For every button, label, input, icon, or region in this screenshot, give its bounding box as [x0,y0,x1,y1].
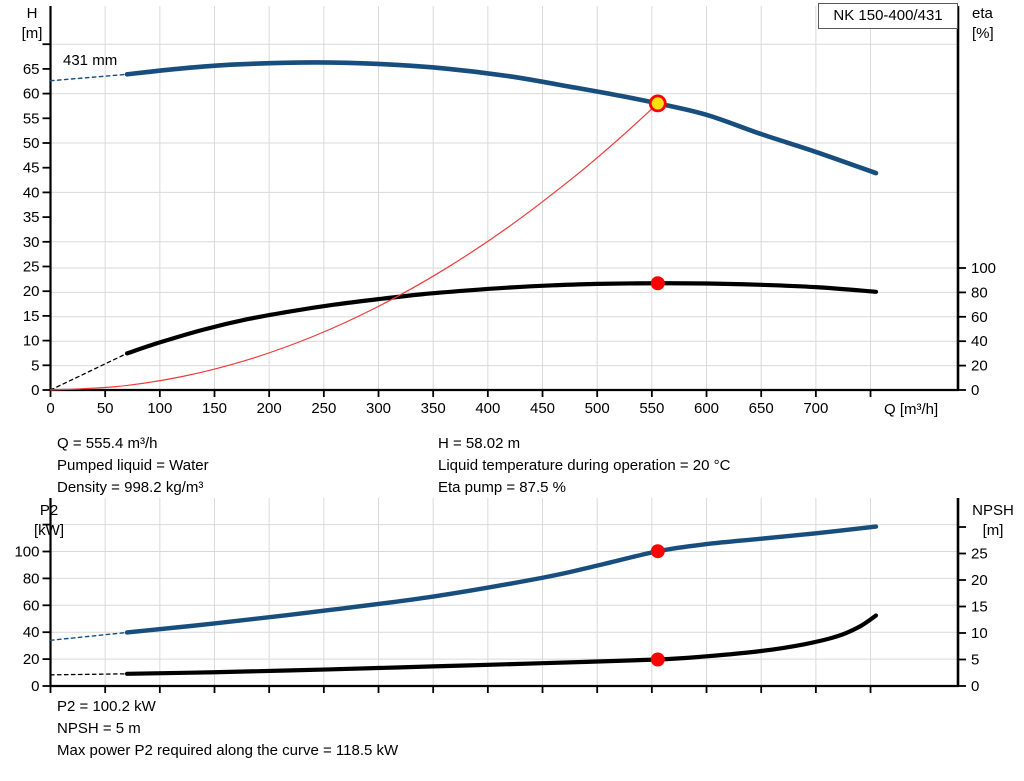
pump-type-box: NK 150-400/431 [818,3,958,29]
npsh-axis-label: NPSH [m] [972,502,1014,539]
x-tick-label: 0 [46,400,54,417]
system-curve [49,102,659,391]
right-tick-label: 5 [971,652,979,669]
left-tick-label: 40 [23,184,40,201]
ticks [42,523,966,693]
p2-value: P2 = 100.2 kW [57,698,156,715]
duty-point-p2 [650,544,665,559]
npsh-value: NPSH = 5 m [57,720,141,737]
right-tick-label: 10 [971,625,988,642]
power-data-block: P2 = 100.2 kW NPSH = 5 m Max power P2 re… [57,696,398,762]
x-tick-label: 50 [97,400,114,417]
left-tick-label: 20 [23,283,40,300]
axes [49,6,960,392]
x-tick-label: 200 [257,400,282,417]
left-tick-label: 80 [23,570,40,587]
left-tick-label: 0 [31,678,39,695]
left-tick-label: 45 [23,160,40,177]
right-tick-label: 100 [971,260,996,277]
left-tick-label: 60 [23,597,40,614]
x-tick-label: 250 [311,400,336,417]
x-tick-label: 500 [585,400,610,417]
head-curve-dashed [49,73,128,82]
x-tick-label: 400 [475,400,500,417]
left-tick-label: 35 [23,209,40,226]
left-tick-label: 60 [23,86,40,103]
right-tick-label: 0 [971,382,979,399]
npsh-curve [124,613,879,676]
gridlines [50,6,958,390]
left-tick-label: 25 [23,259,40,276]
liquid-temperature: Liquid temperature during operation = 20… [438,457,731,474]
left-tick-label: 50 [23,135,40,152]
left-tick-label: 5 [31,357,39,374]
x-tick-label: 650 [749,400,774,417]
eta-axis-label: eta [%] [972,5,994,42]
right-tick-label: 15 [971,599,988,616]
operating-data-left: Q = 555.4 m³/h Pumped liquid = Water Den… [57,433,209,499]
left-tick-label: 0 [31,382,39,399]
left-tick-label: 30 [23,234,40,251]
duty-point-eta [650,276,665,291]
density: Density = 998.2 kg/m³ [57,479,204,496]
right-tick-label: 80 [971,284,988,301]
tick-labels: 0 20 40 60 80 100 0 5 10 15 20 25 [14,544,987,696]
right-tick-label: 0 [971,678,979,695]
x-tick-label: 300 [366,400,391,417]
left-tick-label: 40 [23,624,40,641]
x-tick-label: 150 [202,400,227,417]
left-tick-label: 15 [23,308,40,325]
q-value: Q = 555.4 m³/h [57,435,158,452]
duty-point-npsh [650,652,665,667]
left-tick-label: 10 [23,333,40,350]
head-curve [124,60,879,176]
right-tick-label: 20 [971,358,988,375]
h-value: H = 58.02 m [438,435,521,452]
chart-lower: 0 20 40 60 80 100 0 5 10 15 20 25 [14,498,988,696]
eta-curve [124,281,879,356]
max-power: Max power P2 required along the curve = … [57,742,399,759]
p2-curve [124,524,879,635]
x-tick-label: 100 [147,400,172,417]
right-tick-label: 60 [971,309,988,326]
right-tick-label: 20 [971,572,988,589]
p2-axis-label: P2 [kW] [34,502,64,539]
ticks [42,43,966,397]
duty-point-qh [648,94,667,113]
left-tick-label: 65 [23,61,40,78]
left-tick-label: 100 [14,544,39,561]
right-tick-label: 40 [971,333,988,350]
x-tick-label: 350 [421,400,446,417]
left-tick-label: 20 [23,651,40,668]
x-tick-label: 450 [530,400,555,417]
gridlines [50,498,958,686]
right-tick-label: 25 [971,546,988,563]
left-tick-label: 55 [23,110,40,127]
p2-curve-dashed [49,631,128,641]
operating-data-right: H = 58.02 m Liquid temperature during op… [438,433,730,499]
pumped-liquid: Pumped liquid = Water [57,457,209,474]
q-axis-label: Q [m³/h] [884,401,939,418]
eta-pump: Eta pump = 87.5 % [438,479,566,496]
npsh-curve-dashed [49,673,128,676]
impeller-diameter-label: 431 mm [63,52,118,69]
x-tick-label: 700 [803,400,828,417]
x-tick-label: 550 [639,400,664,417]
eta-curve-dashed [49,352,128,391]
h-axis-label: H [m] [21,5,43,42]
x-tick-label: 600 [694,400,719,417]
axes [49,498,960,688]
